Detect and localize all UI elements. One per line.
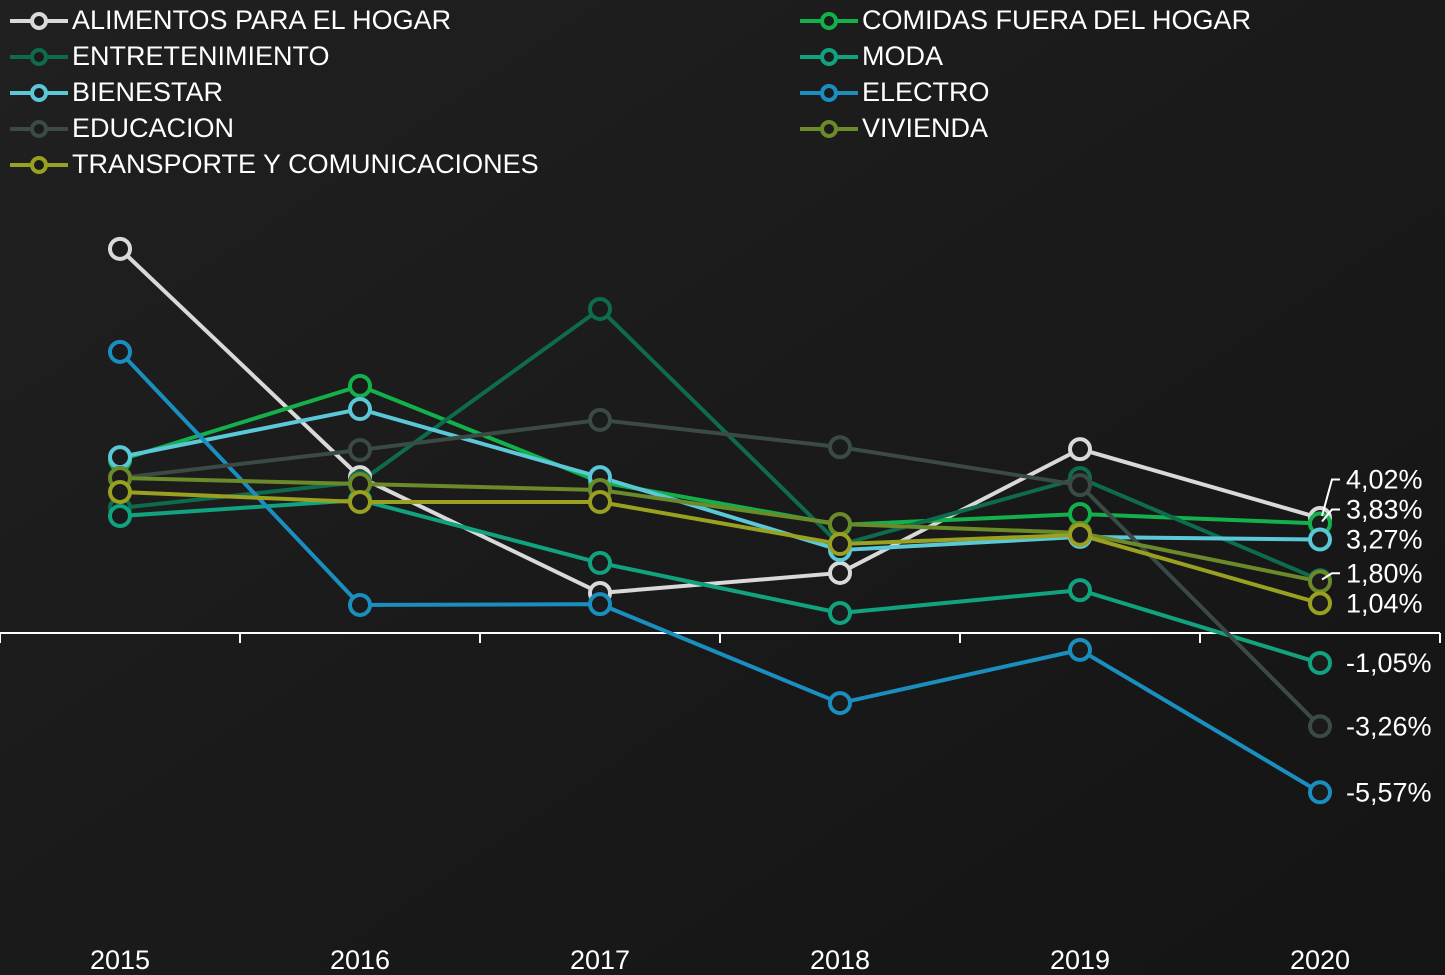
legend-label: VIVIENDA — [862, 113, 988, 143]
data-point — [108, 236, 132, 261]
data-point — [588, 407, 612, 432]
plot: 2015 2016 2017 2018 2019 2020 ALIMENTOS PARA E… — [0, 5, 1441, 975]
data-point — [588, 490, 612, 515]
data-point — [1308, 569, 1332, 594]
data-point — [108, 445, 132, 470]
data-label: 1,04% — [1346, 588, 1423, 618]
data-point — [1068, 578, 1092, 603]
series-line — [119, 383, 1321, 527]
legend-marker — [30, 84, 48, 102]
legend-marker — [30, 120, 48, 138]
legend-marker — [30, 12, 48, 30]
data-label: 3,83% — [1346, 495, 1423, 525]
data-point — [348, 592, 372, 617]
data-label: 1,80% — [1346, 558, 1423, 588]
data-point — [348, 397, 372, 422]
data-point — [1308, 780, 1332, 805]
legend-marker — [820, 84, 838, 102]
legend-label: ELECTRO — [862, 77, 990, 107]
label-leader — [1321, 572, 1340, 581]
data-point — [828, 512, 852, 537]
data-point — [348, 373, 372, 398]
series-line — [119, 417, 1322, 728]
x-tick-label: 2020 — [1290, 945, 1350, 975]
x-tick-label: 2016 — [330, 945, 390, 975]
label-leader — [1321, 508, 1340, 523]
data-label: 4,02% — [1346, 465, 1423, 495]
data-label: -3,26% — [1346, 711, 1432, 741]
series-line — [119, 475, 1321, 584]
x-tick-label: 2019 — [1050, 945, 1110, 975]
legend-label: EDUCACION — [72, 113, 234, 143]
data-point — [828, 600, 852, 625]
legend-marker — [820, 48, 838, 66]
x-tick-label: 2017 — [570, 945, 630, 975]
data-point — [828, 691, 852, 716]
legend-marker — [30, 48, 48, 66]
x-tick-label: 2015 — [90, 945, 150, 975]
series-line — [119, 498, 1321, 665]
data-label: -5,57% — [1346, 777, 1432, 807]
label-leader — [1321, 478, 1340, 517]
legend-marker — [820, 12, 838, 30]
x-tick-label: 2018 — [810, 945, 870, 975]
data-point — [828, 560, 852, 585]
data-point — [1068, 637, 1092, 662]
legend-label: ENTRETENIMIENTO — [72, 41, 330, 71]
legend-label: COMIDAS FUERA DEL HOGAR — [862, 5, 1251, 35]
data-point — [1308, 714, 1332, 739]
data-point — [588, 296, 612, 321]
data-point — [1308, 651, 1332, 676]
legend-marker — [30, 156, 48, 174]
data-point — [828, 435, 852, 460]
data-label: 3,27% — [1346, 525, 1423, 555]
data-point — [348, 490, 372, 515]
series-line — [119, 490, 1321, 606]
data-point — [108, 504, 132, 529]
data-point — [1068, 473, 1092, 498]
data-point — [588, 592, 612, 617]
legend-marker — [820, 120, 838, 138]
series-line — [119, 306, 1321, 582]
legend-label: BIENESTAR — [72, 77, 223, 107]
series-line — [118, 350, 1322, 795]
data-label: -1,05% — [1346, 648, 1432, 678]
data-point — [1308, 527, 1332, 552]
legend-label: ALIMENTOS PARA EL HOGAR — [72, 5, 451, 35]
data-point — [828, 532, 852, 557]
data-point — [1068, 437, 1092, 462]
series-line — [118, 247, 1321, 595]
data-point — [588, 550, 612, 575]
data-point — [1068, 522, 1092, 547]
legend-label: MODA — [862, 41, 943, 71]
legend-label: TRANSPORTE Y COMUNICACIONES — [72, 149, 539, 179]
data-point — [1308, 591, 1332, 616]
series-line — [119, 407, 1321, 553]
data-point — [108, 339, 132, 364]
data-point — [348, 437, 372, 462]
data-point — [108, 480, 132, 505]
